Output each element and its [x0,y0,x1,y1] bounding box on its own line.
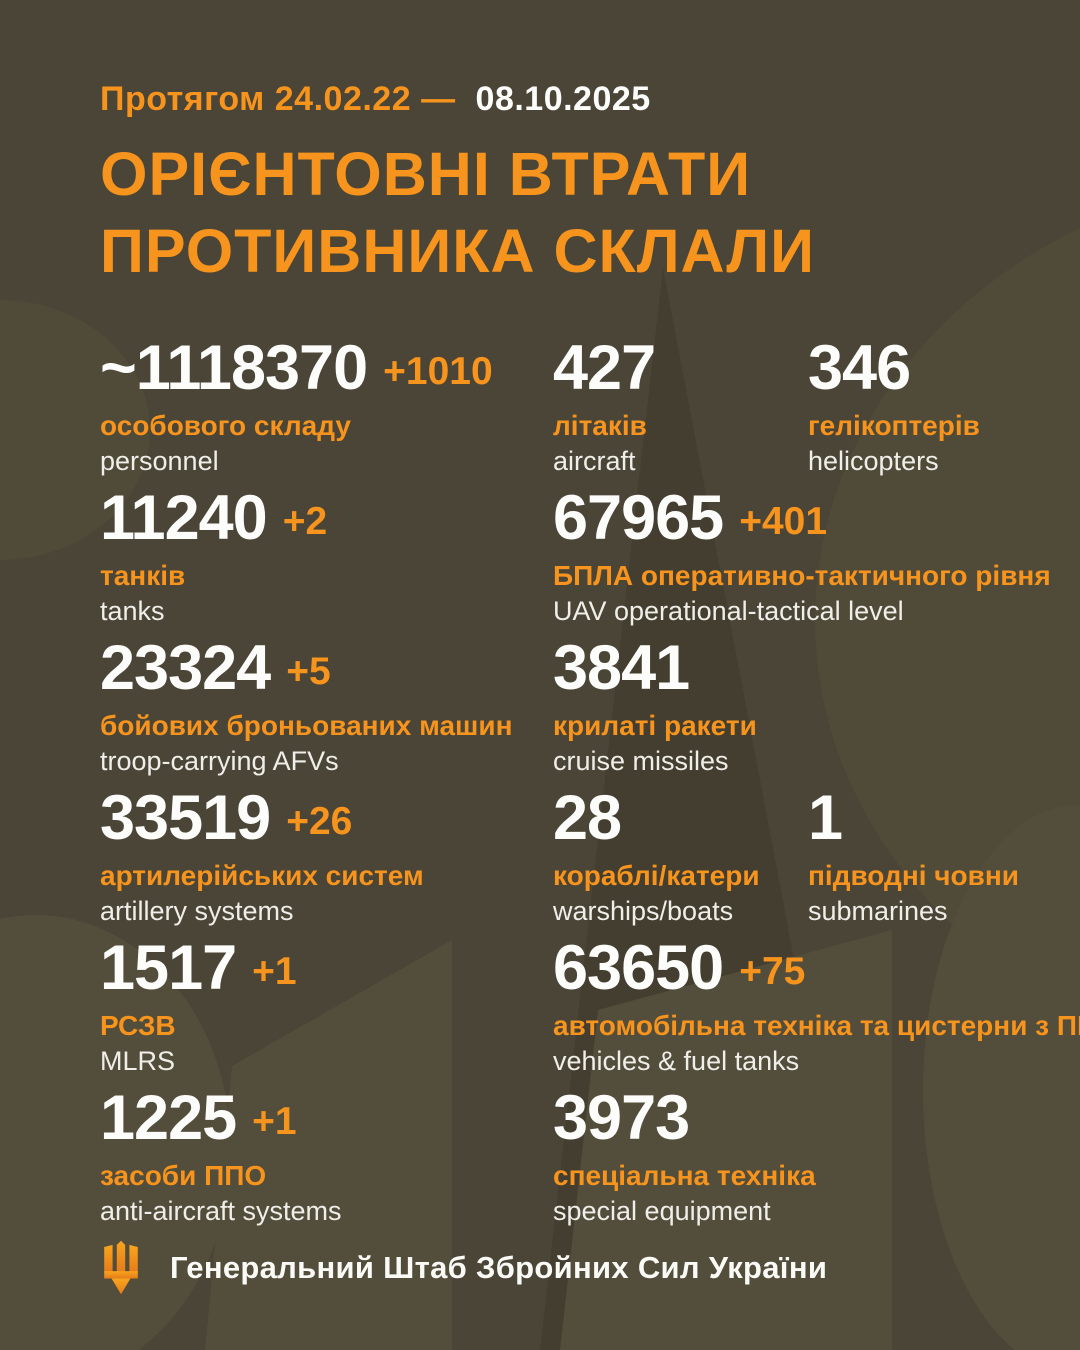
stat-mlrs: 1517 +1 РСЗВ MLRS [100,936,297,1077]
title-line-1: ОРІЄНТОВНІ ВТРАТИ [100,140,752,208]
stat-label-ua: артилерійських систем [100,860,424,891]
stat-label-en: warships/boats [553,896,734,927]
stat-label-en: special equipment [553,1196,771,1227]
stat-label-ua: автомобільна техніка та цистерни з ПММ [553,1010,1080,1041]
stat-value: 3973 [553,1082,690,1153]
stat-warships: 28 кораблі/катери warships/boats [553,786,760,927]
stat-value: 346 [808,332,911,403]
period-prefix: Протягом [100,80,265,118]
stat-label-en: submarines [808,896,948,927]
stat-tanks: 11240 +2 танків tanks [100,486,327,627]
stat-label-en: troop-carrying AFVs [100,746,339,777]
stat-value: 1517 [100,932,237,1003]
stat-delta: +26 [286,799,353,843]
stat-label-en: UAV operational-tactical level [553,596,904,627]
stat-label-ua: гелікоптерів [808,410,980,441]
stat-vehicles: 63650 +75 автомобільна техніка та цистерн… [553,936,1080,1077]
source-organization: Генеральний Штаб Збройних Сил України [170,1250,828,1285]
stat-anti-aircraft: 1225 +1 засоби ППО anti-aircraft systems [100,1086,342,1227]
stat-label-ua: літаків [553,410,647,441]
stat-label-en: helicopters [808,446,939,477]
stat-label-en: vehicles & fuel tanks [553,1046,800,1077]
stat-label-ua: спеціальна техніка [553,1160,816,1191]
stat-label-ua: крилаті ракети [553,710,757,741]
stat-label-en: aircraft [553,446,636,477]
footer: Генеральний Штаб Збройних Сил України [100,1240,827,1296]
stat-label-en: cruise missiles [553,746,729,777]
trident-icon [104,1240,138,1295]
report-period: Протягом 24.02.22 — 08.10.2025 [100,80,651,119]
stat-value: 67965 [553,482,724,553]
stat-label-ua: танків [100,560,186,591]
stat-delta: +401 [739,499,828,543]
stat-label-ua: кораблі/катери [553,860,760,891]
stat-submarines: 1 підводні човни submarines [808,786,1019,927]
stat-label-ua: засоби ППО [100,1160,267,1191]
stat-label-ua: бойових броньованих машин [100,710,513,741]
stat-aircraft: 427 літаків aircraft [553,332,656,477]
stat-cruise-missiles: 3841 крилаті ракети cruise missiles [553,636,757,777]
stat-label-ua: особового складу [100,410,351,441]
stat-label-ua: РСЗВ [100,1010,176,1041]
stat-value: 427 [553,332,656,403]
stat-label-ua: БПЛА оперативно-тактичного рівня [553,560,1051,591]
stat-label-en: personnel [100,446,219,477]
stat-afv: 23324 +5 бойових броньованих машин troop-… [100,636,513,777]
stat-delta: +1 [252,1099,297,1143]
stat-label-en: anti-aircraft systems [100,1196,342,1227]
stat-value: ~1118370 [100,332,368,403]
stat-value: 33519 [100,782,271,853]
stat-delta: +5 [286,649,331,693]
stat-label-en: artillery systems [100,896,294,927]
page-title: ОРІЄНТОВНІ ВТРАТИ ПРОТИВНИКА СКЛАЛИ [100,136,815,290]
stat-delta: +2 [282,499,328,543]
stat-delta: +1010 [383,349,493,393]
stat-delta: +75 [739,949,806,993]
stat-label-en: tanks [100,596,165,627]
stat-value: 23324 [100,632,271,703]
stat-value: 1225 [100,1082,237,1153]
period-to: 08.10.2025 [475,80,651,118]
stat-value: 3841 [553,632,690,703]
stat-value: 1 [808,782,843,853]
title-line-2: ПРОТИВНИКА СКЛАЛИ [100,216,815,285]
stat-artillery: 33519 +26 артилерійських систем artillery… [100,786,424,927]
stat-helicopters: 346 гелікоптерів helicopters [808,336,980,477]
stat-label-ua: підводні човни [808,860,1019,891]
stat-value: 63650 [553,932,724,1003]
stat-special-equipment: 3973 спеціальна техніка special equipmen… [553,1086,816,1227]
stat-delta: +1 [252,949,297,993]
stat-uav: 67965 +401 БПЛА оперативно-тактичного рів… [553,486,1051,627]
stat-personnel: ~1118370 +1010 особового складу personnel [100,336,493,477]
period-dash: — [421,80,456,118]
stat-value: 11240 [100,482,268,553]
stat-value: 28 [553,782,622,853]
stat-label-en: MLRS [100,1046,176,1077]
period-from: 24.02.22 [274,80,412,118]
